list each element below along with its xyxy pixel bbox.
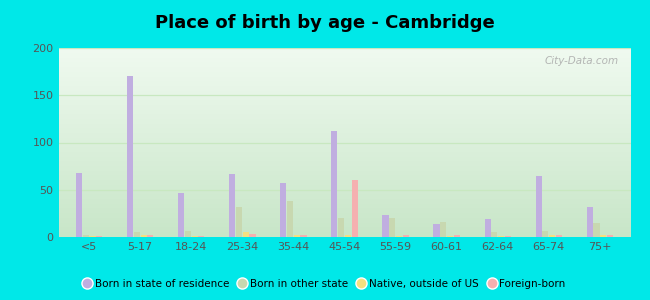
Bar (505, 236, 511, 237)
Bar (90, 236, 96, 237)
Bar (96, 236, 102, 237)
Bar (491, 232, 497, 237)
Bar (447, 236, 453, 237)
Bar (140, 235, 147, 237)
Bar (76, 173, 82, 237)
Bar (127, 76, 133, 237)
Text: City-Data.com: City-Data.com (545, 56, 619, 66)
Bar (242, 232, 249, 237)
Bar (402, 235, 409, 237)
Bar (396, 236, 402, 237)
Bar (287, 201, 293, 237)
Bar (549, 235, 555, 237)
Bar (454, 235, 460, 237)
Bar (185, 231, 191, 237)
Text: Place of birth by age - Cambridge: Place of birth by age - Cambridge (155, 14, 495, 32)
Bar (344, 235, 351, 237)
Bar (607, 235, 613, 237)
Bar (192, 236, 198, 237)
Bar (338, 218, 344, 237)
Bar (536, 176, 541, 237)
Bar (600, 235, 606, 237)
Bar (83, 235, 89, 237)
Bar (294, 235, 300, 237)
Bar (332, 131, 337, 237)
Bar (434, 224, 439, 237)
Bar (587, 207, 593, 237)
Bar (250, 234, 255, 237)
Bar (236, 207, 242, 237)
Bar (484, 219, 491, 237)
Bar (542, 231, 549, 237)
Bar (148, 235, 153, 237)
Bar (198, 236, 205, 237)
Bar (134, 232, 140, 237)
Bar (352, 180, 358, 237)
Bar (556, 235, 562, 237)
Bar (300, 235, 307, 237)
Bar (382, 215, 389, 237)
Bar (280, 183, 287, 237)
Bar (178, 193, 184, 237)
Bar (593, 223, 599, 237)
Bar (389, 218, 395, 237)
Bar (498, 236, 504, 237)
Bar (440, 222, 447, 237)
Bar (229, 174, 235, 237)
Legend: Born in state of residence, Born in other state, Native, outside of US, Foreign-: Born in state of residence, Born in othe… (80, 275, 570, 293)
